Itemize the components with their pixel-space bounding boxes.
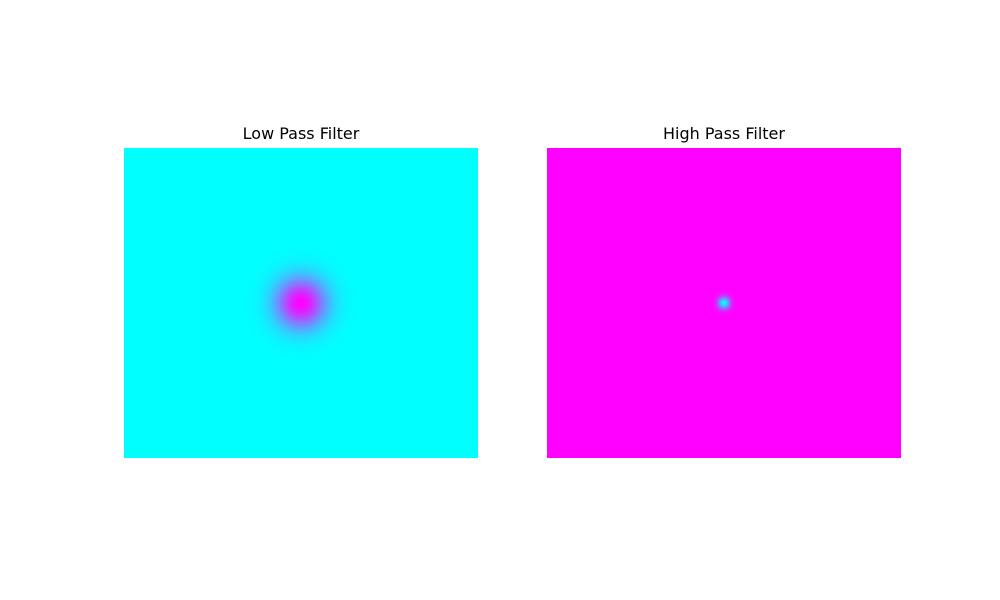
high-pass-title: High Pass Filter <box>663 124 785 143</box>
heatmap-center-bump <box>244 246 358 360</box>
high-pass-panel: High Pass Filter <box>547 119 901 458</box>
high-pass-heatmap <box>547 148 901 458</box>
low-pass-title: Low Pass Filter <box>242 124 360 143</box>
low-pass-panel: Low Pass Filter <box>124 119 478 458</box>
low-pass-heatmap <box>124 148 478 458</box>
heatmap-center-bump <box>710 289 738 317</box>
